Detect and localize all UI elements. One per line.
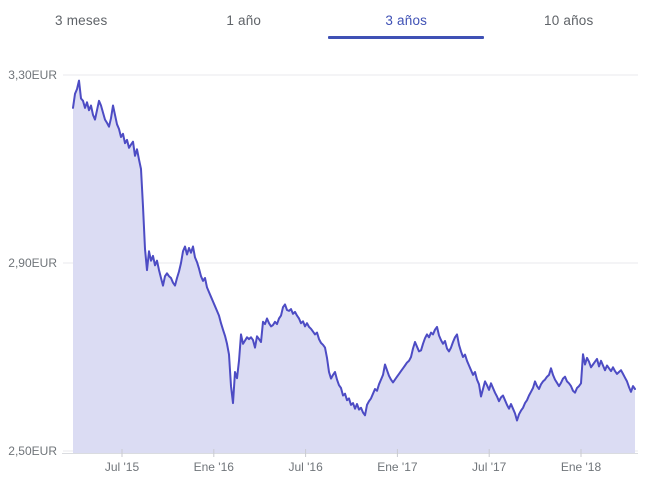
x-tick-label: Ene '16 bbox=[194, 460, 235, 474]
y-axis-label: 2,90EUR bbox=[8, 256, 57, 270]
y-axis-label: 3,30EUR bbox=[8, 68, 57, 82]
tab-3-meses[interactable]: 3 meses bbox=[0, 0, 163, 40]
tab-3-anos-label: 3 años bbox=[385, 13, 427, 28]
tab-3-anos[interactable]: 3 años bbox=[325, 0, 488, 40]
y-axis-labels: 3,30EUR 2,90EUR 2,50EUR bbox=[8, 68, 57, 458]
time-range-tabs: 3 meses 1 año 3 años 10 años bbox=[0, 0, 650, 40]
x-tick-label: Jul '17 bbox=[472, 460, 507, 474]
active-tab-underline bbox=[328, 36, 484, 39]
x-tick-label: Jul '15 bbox=[105, 460, 140, 474]
x-tick-label: Jul '16 bbox=[288, 460, 323, 474]
x-tick-label: Ene '17 bbox=[377, 460, 418, 474]
tab-10-anos-label: 10 años bbox=[544, 13, 593, 28]
tab-1-ano[interactable]: 1 año bbox=[163, 0, 326, 40]
tab-10-anos[interactable]: 10 años bbox=[488, 0, 650, 40]
tab-3-meses-label: 3 meses bbox=[55, 13, 107, 28]
tab-1-ano-label: 1 año bbox=[226, 13, 261, 28]
y-axis-label: 2,50EUR bbox=[8, 444, 57, 458]
x-tick-label: Ene '18 bbox=[561, 460, 602, 474]
